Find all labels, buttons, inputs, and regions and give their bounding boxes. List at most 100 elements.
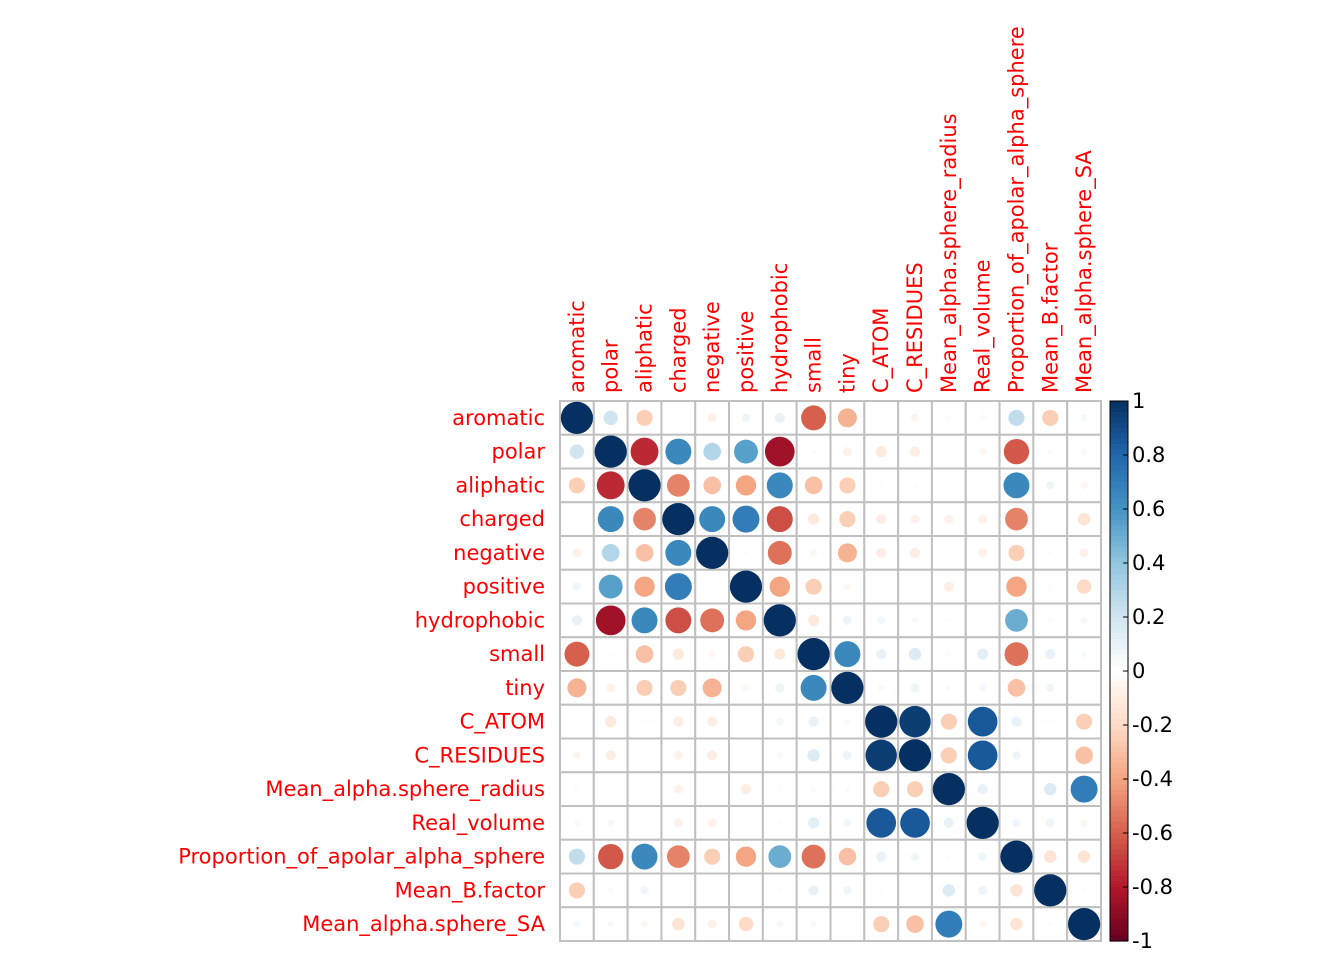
corr-circle-negative-Proportion_of_apolar_alpha_sphere bbox=[1008, 544, 1025, 561]
colorbar-segment bbox=[1110, 908, 1128, 915]
corr-circle-small-Real_volume bbox=[977, 648, 989, 660]
row-label: C_RESIDUES bbox=[414, 743, 545, 768]
column-label: small bbox=[802, 337, 826, 393]
corr-circle-charged-small bbox=[808, 513, 820, 525]
corr-circle-aromatic-tiny bbox=[837, 408, 857, 428]
corr-circle-C_RESIDUES-C_RESIDUES bbox=[898, 739, 932, 772]
corr-circle-C_RESIDUES-negative bbox=[707, 750, 718, 761]
colorbar-segment bbox=[1110, 730, 1128, 737]
corr-circle-small-aliphatic bbox=[635, 645, 654, 663]
colorbar-segment bbox=[1110, 465, 1128, 472]
row-label: aromatic bbox=[452, 406, 545, 430]
corr-circle-polar-Mean_B.factor bbox=[1047, 448, 1054, 455]
colorbar-segment bbox=[1110, 541, 1128, 548]
colorbar-segment bbox=[1110, 654, 1128, 661]
corr-circle-aromatic-polar bbox=[603, 410, 618, 426]
colorbar-segment bbox=[1110, 433, 1128, 440]
colorbar-segment bbox=[1110, 546, 1128, 553]
corr-circle-Mean_alpha.sphere_SA-aliphatic bbox=[640, 920, 649, 928]
column-label: C_ATOM bbox=[869, 308, 894, 393]
corr-circle-tiny-hydrophobic bbox=[775, 683, 785, 693]
corr-circle-aliphatic-aromatic bbox=[568, 477, 585, 494]
corr-circle-C_RESIDUES-tiny bbox=[842, 750, 852, 760]
corr-circle-negative-Mean_B.factor bbox=[1048, 550, 1053, 556]
corr-circle-Mean_alpha.sphere_SA-Proportion_of_apolar_alpha_sphere bbox=[1010, 917, 1023, 931]
corr-circle-Real_volume-C_RESIDUES bbox=[900, 808, 930, 838]
corr-circle-Real_volume-aromatic bbox=[573, 819, 581, 827]
row-label: polar bbox=[491, 440, 545, 464]
corr-circle-Real_volume-hydrophobic bbox=[777, 820, 783, 826]
column-label: positive bbox=[734, 311, 758, 393]
corr-circle-polar-aromatic bbox=[569, 444, 585, 459]
corr-circle-polar-positive bbox=[734, 439, 758, 464]
corr-circle-small-positive bbox=[737, 646, 755, 663]
corr-circle-Proportion_of_apolar_alpha_sphere-hydrophobic bbox=[768, 845, 792, 869]
corr-circle-Mean_alpha.sphere_SA-C_RESIDUES bbox=[906, 915, 924, 933]
colorbar-segment bbox=[1110, 849, 1128, 856]
colorbar-segment bbox=[1110, 401, 1128, 407]
corr-circle-Real_volume-Mean_B.factor bbox=[1045, 818, 1055, 828]
corr-circle-Proportion_of_apolar_alpha_sphere-Real_volume bbox=[978, 852, 987, 861]
colorbar-segment bbox=[1110, 665, 1128, 672]
grid-cell bbox=[626, 805, 663, 841]
corr-circle-negative-Real_volume bbox=[978, 548, 988, 558]
colorbar-tick-label: 0.6 bbox=[1132, 497, 1165, 521]
corr-circle-Proportion_of_apolar_alpha_sphere-charged bbox=[666, 845, 690, 869]
colorbar-segment bbox=[1110, 487, 1128, 494]
corr-circle-aromatic-positive bbox=[741, 413, 751, 423]
corr-circle-Proportion_of_apolar_alpha_sphere-negative bbox=[704, 848, 721, 865]
corr-circle-negative-positive bbox=[743, 550, 749, 556]
column-label: Mean_alpha.sphere_radius bbox=[937, 113, 962, 393]
corr-circle-Mean_B.factor-small bbox=[808, 885, 819, 896]
row-label: charged bbox=[459, 507, 545, 531]
column-label: negative bbox=[700, 301, 724, 393]
corr-circle-charged-negative bbox=[699, 506, 726, 533]
colorbar-segment bbox=[1110, 600, 1128, 607]
colorbar-segment bbox=[1110, 509, 1128, 515]
corr-circle-positive-aromatic bbox=[572, 582, 582, 591]
colorbar-segment bbox=[1110, 557, 1128, 564]
corr-circle-hydrophobic-small bbox=[808, 614, 820, 626]
row-label: Mean_B.factor bbox=[395, 878, 546, 903]
column-labels: aromatic polar aliphatic charged negative pos… bbox=[565, 26, 1097, 393]
corr-circle-aromatic-aliphatic bbox=[636, 409, 653, 426]
corr-circle-Mean_B.factor-Real_volume bbox=[978, 885, 988, 895]
corr-circle-C_RESIDUES-Proportion_of_apolar_alpha_sphere bbox=[1012, 751, 1021, 760]
colorbar-segment bbox=[1110, 649, 1128, 656]
corr-circle-Mean_alpha.sphere_SA-C_ATOM bbox=[873, 916, 890, 933]
corr-circle-Mean_alpha.sphere_SA-Mean_alpha.sphere_SA bbox=[1067, 908, 1101, 941]
grid-cell bbox=[863, 568, 900, 605]
grid-cell bbox=[1032, 737, 1069, 774]
corr-circle-C_RESIDUES-charged bbox=[673, 750, 683, 760]
column-label: Real_volume bbox=[971, 259, 996, 393]
corr-circle-charged-charged bbox=[662, 503, 695, 536]
grid-cell bbox=[964, 467, 1001, 504]
corr-circle-Proportion_of_apolar_alpha_sphere-Proportion_of_apolar_alpha_sphere bbox=[1000, 840, 1033, 873]
grid-cell bbox=[964, 535, 1001, 571]
corr-circle-aromatic-negative bbox=[707, 413, 717, 423]
corr-circle-positive-Mean_alpha.sphere_radius bbox=[943, 581, 954, 592]
colorbar-segment bbox=[1110, 568, 1128, 575]
corr-circle-aliphatic-small bbox=[804, 476, 823, 495]
colorbar-segment bbox=[1110, 860, 1128, 866]
colorbar-segment bbox=[1110, 406, 1128, 413]
colorbar-segment bbox=[1110, 698, 1128, 704]
colorbar-segment bbox=[1110, 584, 1128, 591]
colorbar-tick-label: 1 bbox=[1132, 389, 1145, 413]
corr-circle-negative-aliphatic bbox=[635, 544, 654, 562]
colorbar-segment bbox=[1110, 681, 1128, 688]
colorbar-segment bbox=[1110, 606, 1128, 613]
corr-circle-aliphatic-Mean_alpha.sphere_radius bbox=[946, 483, 952, 488]
corr-circle-Mean_B.factor-Mean_alpha.sphere_radius bbox=[942, 884, 956, 897]
colorbar-tick-label: 0.8 bbox=[1132, 443, 1165, 467]
corr-circle-C_RESIDUES-aromatic bbox=[572, 751, 581, 760]
corr-circle-positive-hydrophobic bbox=[769, 576, 790, 597]
colorbar-segment bbox=[1110, 530, 1128, 537]
colorbar-segment bbox=[1110, 735, 1128, 742]
corr-circle-hydrophobic-aliphatic bbox=[631, 607, 658, 634]
corr-circle-C_ATOM-C_ATOM bbox=[865, 705, 898, 738]
corr-circle-aromatic-aromatic bbox=[560, 401, 594, 434]
corr-circle-polar-Real_volume bbox=[979, 448, 987, 456]
corr-circle-positive-negative bbox=[709, 584, 715, 589]
